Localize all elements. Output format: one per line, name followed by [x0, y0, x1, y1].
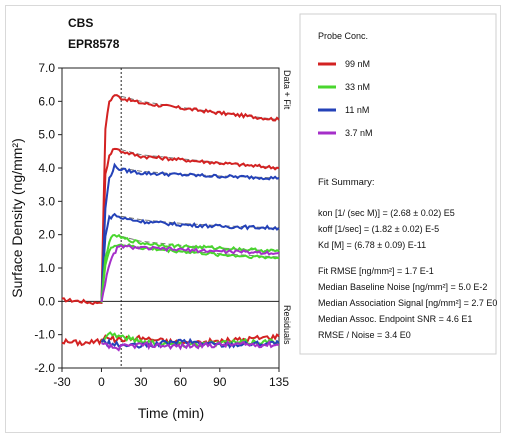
y-tick-label: 1.0	[38, 261, 55, 275]
y-tick-label: 5.0	[38, 128, 55, 142]
legend-panel	[299, 13, 497, 355]
fit-koff: koff [1/sec] = (1.82 ± 0.02) E-5	[318, 224, 439, 234]
legend-label: 99 nM	[345, 59, 370, 69]
data-fit-label: Data + Fit	[282, 70, 292, 110]
chart-title: CBS	[68, 16, 93, 30]
legend-label: 3.7 nM	[345, 128, 373, 138]
y-axis-title: Surface Density (ng/mm²)	[9, 138, 25, 297]
fit-kon: kon [1/ (sec M)] = (2.68 ± 0.02) E5	[318, 208, 455, 218]
legend-label: 11 nM	[345, 105, 369, 115]
legend: 99 nM 33 nM 11 nM 3.7 nM	[318, 59, 373, 138]
x-tick-label: -30	[53, 375, 71, 389]
x-axis-title: Time (min)	[138, 405, 204, 421]
figure-frame	[5, 5, 501, 433]
y-tick-label: 2.0	[38, 228, 55, 242]
plot-area-border	[61, 67, 280, 369]
series-line	[100, 212, 280, 302]
fit-curve	[121, 235, 280, 252]
stat-baseline-noise: Median Baseline Noise [ng/mm²] = 5.0 E-2	[318, 282, 487, 292]
x-tick-label: 0	[98, 375, 105, 389]
x-tick-label: 30	[134, 375, 148, 389]
y-tick-label: -2.0	[34, 361, 55, 375]
stat-endpoint-snr: Median Assoc. Endpoint SNR = 4.6 E1	[318, 314, 472, 324]
stat-association-signal: Median Association Signal [ng/mm²] = 2.7…	[318, 298, 497, 308]
y-tick-label: 3.0	[38, 194, 55, 208]
x-tick-label: 135	[269, 375, 289, 389]
x-tick-label: 60	[174, 375, 188, 389]
series-line	[62, 94, 280, 306]
fit-summary-title: Fit Summary:	[318, 177, 374, 188]
fit-curve	[121, 215, 280, 229]
data-series	[62, 94, 280, 306]
y-tick-label: 7.0	[38, 61, 55, 75]
stat-rmse-noise: RMSE / Noise = 3.4 E0	[318, 330, 411, 340]
series-line	[100, 162, 280, 302]
legend-label: 33 nM	[345, 82, 370, 92]
fit-kd: Kd [M] = (6.78 ± 0.09) E-11	[318, 240, 426, 250]
residual-line	[101, 331, 280, 348]
residual-line	[61, 333, 280, 347]
residual-line	[101, 339, 280, 352]
y-tick-label: -1.0	[34, 328, 55, 342]
chart-subtitle: EPR8578	[68, 37, 120, 51]
y-tick-label: 6.0	[38, 94, 55, 108]
stat-fit-rmse: Fit RMSE [ng/mm²] = 1.7 E-1	[318, 266, 434, 276]
x-axis-ticks: -30 0 30 60 90 135	[53, 368, 289, 389]
x-tick-label: 90	[213, 375, 227, 389]
residuals-label: Residuals	[282, 305, 292, 345]
y-tick-label: 0.0	[38, 294, 55, 308]
series-line	[100, 233, 280, 301]
y-tick-label: 4.0	[38, 161, 55, 175]
residual-series	[61, 331, 280, 352]
series-line	[100, 147, 280, 303]
series-line	[100, 243, 280, 303]
y-axis-ticks: -2.0 -1.0 0.0 1.0 2.0 3.0 4.0 5.0 6.0 7.0	[34, 61, 62, 375]
legend-title: Probe Conc.	[318, 31, 368, 41]
